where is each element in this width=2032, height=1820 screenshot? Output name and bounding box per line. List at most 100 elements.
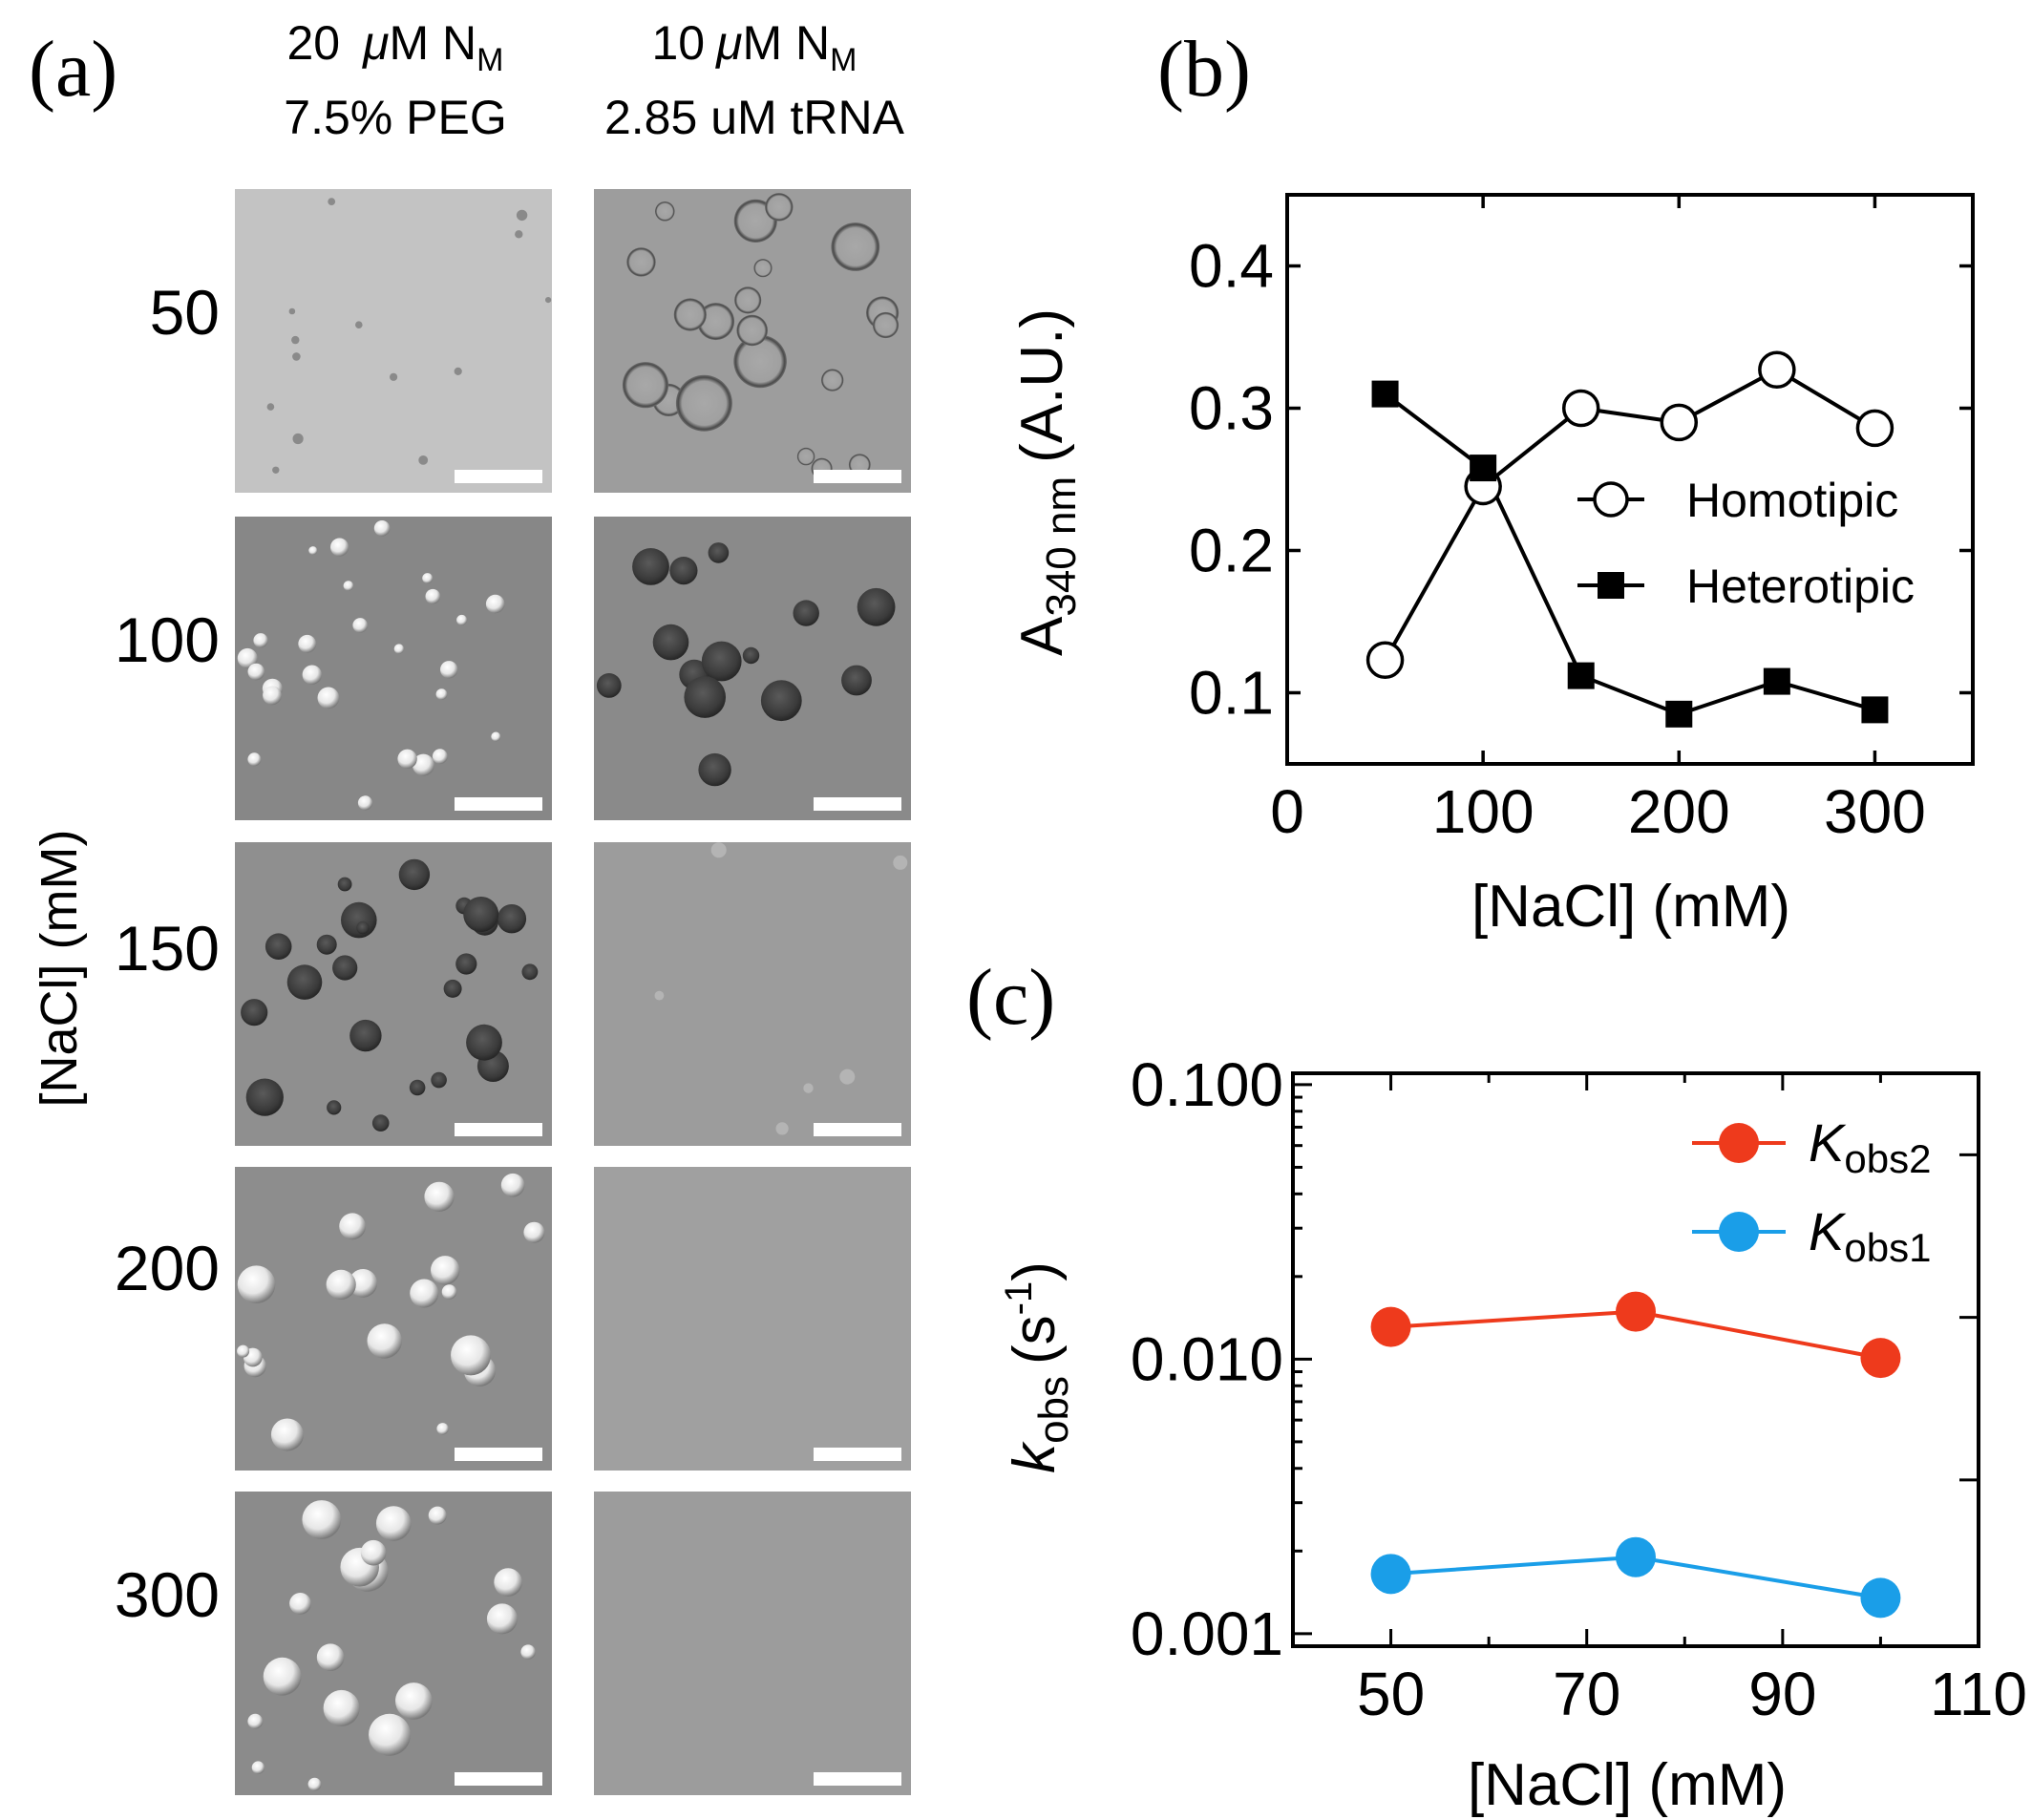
data-point-heterotipic [1665, 700, 1693, 728]
droplet [409, 1079, 426, 1096]
scale-bar [814, 470, 901, 483]
y-tick-label: 0.4 [1189, 232, 1274, 301]
data-point-homotipic [1758, 350, 1796, 390]
droplet [654, 990, 665, 1001]
droplet [796, 447, 815, 466]
droplet [463, 897, 499, 932]
micrograph-150-col2 [594, 842, 911, 1146]
micrograph-background [235, 517, 552, 820]
droplet [652, 624, 689, 661]
droplet [339, 1213, 366, 1240]
legend-homotipic-label: Homotipic [1686, 474, 1898, 527]
droplet [328, 198, 336, 206]
x-tick-label: 50 [1357, 1660, 1425, 1728]
droplet [455, 953, 477, 975]
y-tick-label: 0.2 [1189, 517, 1274, 585]
x-tick-label: 200 [1628, 777, 1730, 846]
droplet [454, 367, 462, 375]
row-label-300: 300 [115, 1559, 220, 1630]
droplet [398, 858, 431, 891]
panel-b-xlabel: [NaCl] (mM) [1471, 874, 1790, 940]
droplet [237, 1344, 250, 1358]
droplet [494, 1568, 522, 1597]
col2-header-line2: 2.85 uM tRNA [604, 91, 905, 144]
droplet [367, 1323, 402, 1359]
panel-c-yticks: 0.001 0.010 0.100 [1131, 1050, 1979, 1668]
droplet [375, 1506, 412, 1541]
droplet [253, 633, 268, 648]
droplet [270, 1418, 304, 1451]
panel-a: (a) 20 μM NM 7.5% PEG 10 μM NM 2.85 uM tRN… [29, 16, 911, 1795]
micrograph-background [235, 189, 552, 493]
droplet [500, 1173, 525, 1197]
droplet [673, 298, 707, 331]
x-tick-label: 100 [1432, 777, 1535, 846]
droplet [710, 842, 727, 858]
droplet [857, 587, 896, 626]
droplet [839, 1069, 856, 1085]
droplet [371, 1114, 390, 1132]
droplet [424, 1181, 455, 1212]
micrograph-200-col1 [235, 1167, 552, 1471]
col2-header-line1: 10 μM NM [651, 16, 857, 78]
droplet [326, 1269, 356, 1300]
panel-b: (b) 0 100 200 300 0.10.20.30.4 [NaCl] (mM) … [1009, 25, 1975, 940]
y-tick-label: 0.001 [1131, 1599, 1283, 1668]
droplet [831, 222, 880, 271]
droplet [775, 1122, 789, 1135]
droplet [701, 641, 742, 682]
droplet [793, 600, 819, 626]
droplet [360, 1539, 387, 1566]
droplet [742, 646, 760, 665]
scale-bar [814, 1772, 901, 1786]
droplet [622, 362, 669, 409]
droplet [292, 433, 304, 445]
droplet [655, 201, 675, 222]
panel-b-plot-area [1365, 350, 1894, 728]
micrograph-300-col2 [594, 1492, 911, 1795]
droplet [237, 1265, 276, 1303]
panel-c-plot-area [1370, 1291, 1901, 1619]
data-point-obs2 [1370, 1306, 1411, 1347]
droplet [291, 335, 300, 345]
droplet [272, 466, 280, 474]
droplet [410, 1279, 439, 1308]
droplet [440, 661, 458, 679]
droplet [356, 921, 370, 935]
data-point-obs1 [1370, 1554, 1411, 1595]
data-point-heterotipic [1861, 696, 1889, 724]
data-point-obs2 [1860, 1338, 1901, 1379]
droplet [431, 1256, 460, 1285]
micrograph-50-col1 [235, 189, 552, 493]
droplet [263, 686, 282, 706]
y-tick-label: 0.010 [1131, 1324, 1283, 1393]
droplet [355, 321, 363, 329]
panel-b-legend: Homotipic Heterotipic [1577, 474, 1915, 613]
droplet [369, 1713, 411, 1756]
panel-b-letter: (b) [1157, 25, 1251, 114]
droplet [626, 247, 656, 277]
data-point-homotipic [1855, 409, 1894, 448]
data-point-obs2 [1616, 1291, 1656, 1332]
droplet [698, 752, 731, 787]
droplet [302, 1500, 342, 1539]
col1-header-line2: 7.5% PEG [284, 91, 506, 144]
scale-bar [455, 1123, 542, 1136]
droplet [289, 1593, 311, 1615]
droplet [349, 1269, 378, 1298]
micrograph-background [594, 1167, 911, 1471]
scale-bar [455, 470, 542, 483]
panel-c-xticks: 50 70 90 110 [1291, 1073, 2027, 1728]
droplet [327, 1100, 342, 1115]
data-point-homotipic [1561, 389, 1600, 428]
micrograph-background [594, 842, 911, 1146]
droplet [395, 1682, 433, 1720]
panel-a-ylabel: [NaCl] (mM) [31, 830, 88, 1108]
droplet [733, 334, 787, 389]
droplet [286, 964, 323, 1000]
droplet [456, 614, 468, 625]
micrograph-150-col1 [235, 842, 552, 1146]
data-point-homotipic [1365, 641, 1405, 679]
micrograph-100-col2 [594, 517, 911, 820]
droplet [521, 963, 539, 981]
